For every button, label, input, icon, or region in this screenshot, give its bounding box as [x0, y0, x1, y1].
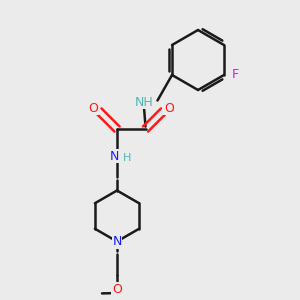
Text: H: H — [122, 153, 131, 164]
Text: O: O — [164, 101, 174, 115]
Text: N: N — [112, 235, 122, 248]
Text: NH: NH — [135, 95, 153, 109]
Text: F: F — [232, 68, 238, 82]
Text: N: N — [109, 149, 119, 163]
Text: O: O — [89, 101, 98, 115]
Text: O: O — [112, 283, 122, 296]
